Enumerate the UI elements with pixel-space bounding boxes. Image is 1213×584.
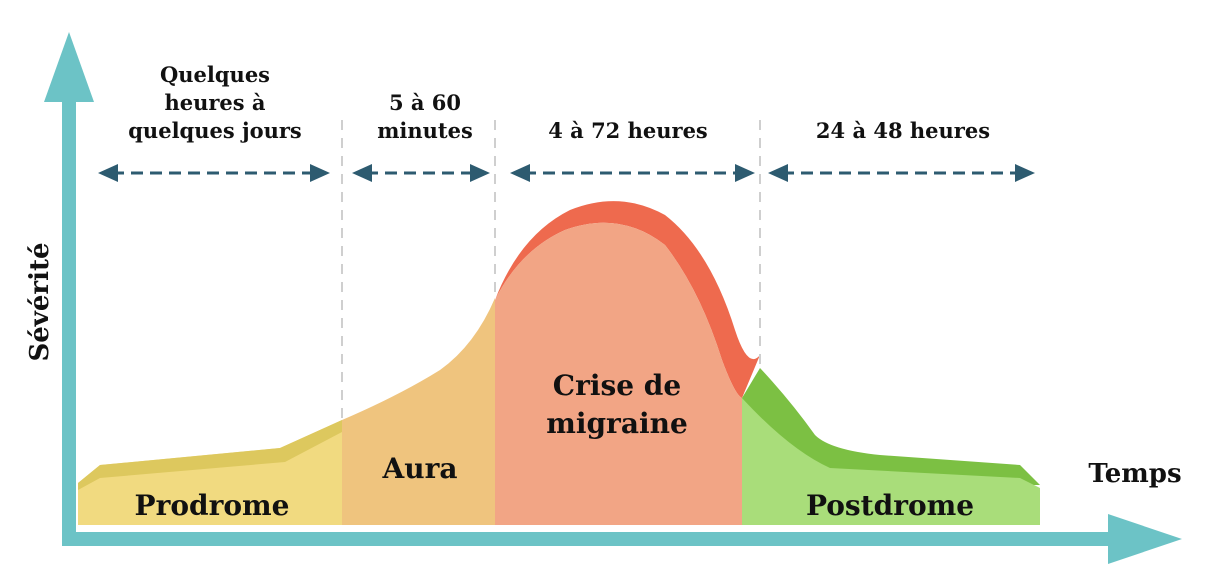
duration: heures à [164,90,265,115]
phase-name: Prodrome [135,489,290,522]
duration: minutes [377,118,473,143]
phase-name: Postdrome [806,489,974,522]
aura-area [342,298,495,525]
duration: 5 à 60 [389,90,461,115]
phase-name: migraine [546,407,688,440]
phase-name: Aura [382,452,458,485]
y-axis-label: Sévérité [25,242,55,361]
postdrome-area [742,398,1040,525]
duration-arrow [510,164,755,182]
y-axis [44,32,94,546]
crise-area [495,222,742,525]
postdrome-dark [742,368,1040,485]
x-axis [62,514,1182,564]
crise-red [495,201,760,398]
duration-arrow [352,164,490,182]
phase-name: Crise de [553,369,681,402]
prodrome-band [78,420,342,490]
x-axis-label: Temps [1088,459,1181,489]
prodrome-area [78,420,342,525]
duration: 24 à 48 heures [816,118,990,143]
duration-arrow [768,164,1035,182]
duration: 4 à 72 heures [548,118,708,143]
duration-arrow [98,164,330,182]
duration: Quelques [160,62,270,87]
duration: quelques jours [128,118,302,143]
